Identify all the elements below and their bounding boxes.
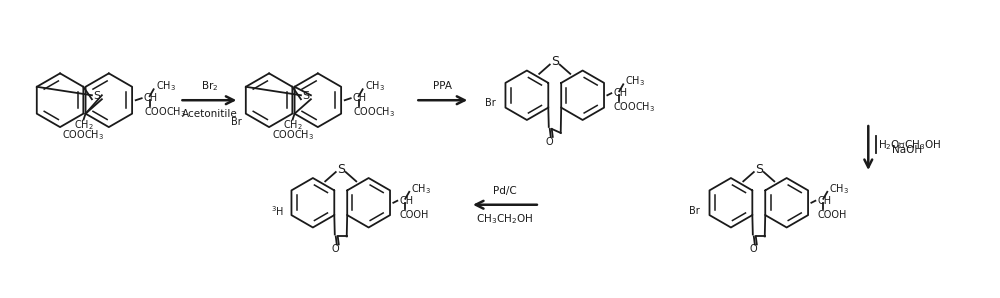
Text: S: S <box>302 91 309 101</box>
Text: Br: Br <box>689 206 700 216</box>
Text: CH: CH <box>613 88 627 98</box>
Text: COOCH$_3$: COOCH$_3$ <box>272 129 314 142</box>
Text: Br: Br <box>231 117 242 127</box>
Text: O: O <box>750 244 758 254</box>
Text: CH$_3$CH$_2$OH: CH$_3$CH$_2$OH <box>476 212 534 226</box>
Text: CH: CH <box>817 196 831 206</box>
Text: COOCH$_3$: COOCH$_3$ <box>613 100 655 114</box>
Text: S: S <box>551 55 559 68</box>
Text: Pd/C: Pd/C <box>493 186 517 196</box>
Text: CH$_3$: CH$_3$ <box>829 182 849 196</box>
Text: CH$_3$: CH$_3$ <box>625 74 645 88</box>
Text: COOCH$_3$: COOCH$_3$ <box>353 105 395 119</box>
Text: COOCH$_3$: COOCH$_3$ <box>144 105 186 119</box>
Text: $^3$H: $^3$H <box>271 204 284 218</box>
Text: O: O <box>546 137 554 147</box>
Text: CH: CH <box>144 93 158 103</box>
Text: S: S <box>337 163 345 176</box>
Text: Br$_2$: Br$_2$ <box>201 79 218 93</box>
Text: S: S <box>93 91 100 101</box>
Text: COOH: COOH <box>399 210 429 220</box>
Text: NaOH: NaOH <box>892 145 922 155</box>
Text: CH$_3$: CH$_3$ <box>156 79 176 93</box>
Text: COOH: COOH <box>817 210 847 220</box>
Text: CH$_3$: CH$_3$ <box>411 182 431 196</box>
Text: CH: CH <box>399 196 413 206</box>
Text: S: S <box>755 163 763 176</box>
Text: CH$_2$: CH$_2$ <box>74 118 93 131</box>
Text: H$_2$O、CH$_3$OH: H$_2$O、CH$_3$OH <box>878 138 941 152</box>
Text: PPA: PPA <box>433 81 452 91</box>
Text: CH$_2$: CH$_2$ <box>283 118 302 131</box>
Text: COOCH$_3$: COOCH$_3$ <box>62 129 105 142</box>
Text: Br: Br <box>485 98 496 108</box>
Text: CH$_3$: CH$_3$ <box>365 79 385 93</box>
Text: O: O <box>332 244 340 254</box>
Text: CH: CH <box>353 93 367 103</box>
Text: Acetonitile: Acetonitile <box>181 109 237 119</box>
